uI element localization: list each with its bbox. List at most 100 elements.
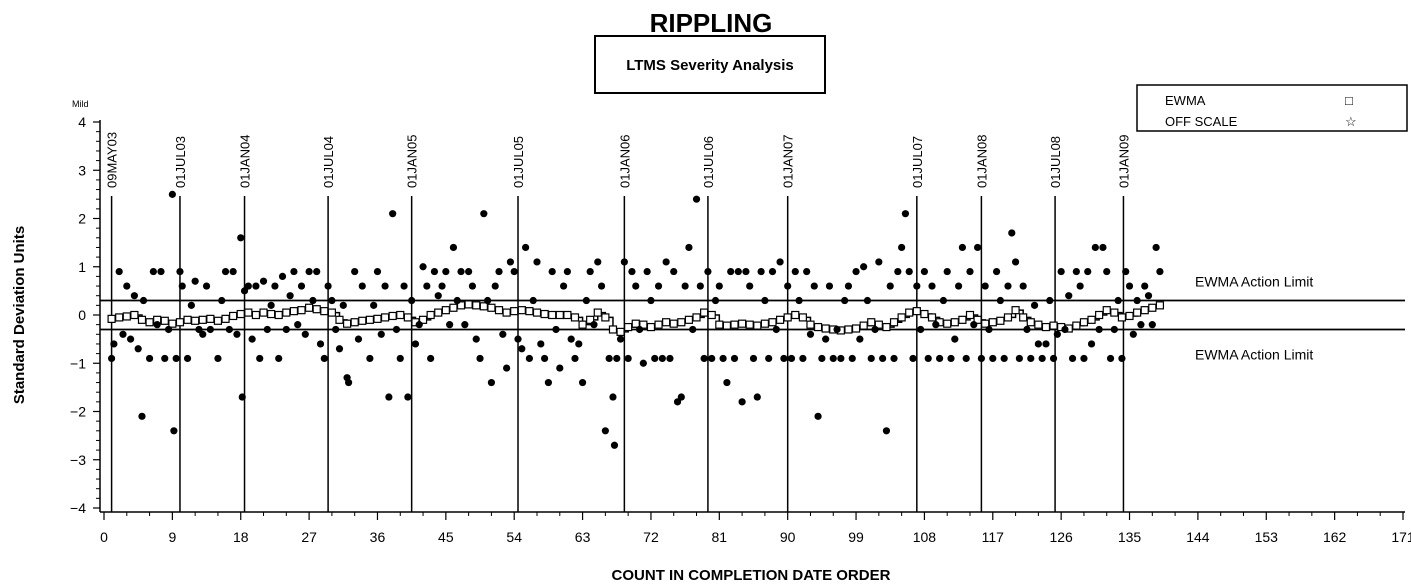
result-point [749,354,758,363]
result-point [404,393,412,401]
result-point [768,267,777,276]
result-point [1061,325,1069,334]
ewma-point [335,315,344,324]
result-point [977,354,985,363]
result-point [973,243,982,252]
result-point [1076,282,1084,290]
ewma-point [867,318,876,327]
result-point [708,354,716,363]
result-point [833,325,841,334]
ewma-point [510,307,519,316]
result-point [161,354,169,363]
result-point [890,354,898,363]
result-point [199,330,207,338]
ewma-point [753,321,762,330]
result-point [920,267,929,276]
result-point [662,258,670,266]
result-point [130,292,138,300]
ewma-point [570,313,580,322]
ewma-point [1034,320,1043,329]
result-point [457,267,465,276]
result-point [354,335,363,343]
result-point [339,301,347,309]
result-point [673,398,682,406]
ewma-point [738,319,747,328]
result-point [238,393,246,401]
ewma-point [981,319,990,328]
result-point [400,282,408,290]
result-point [1034,340,1042,348]
result-point [480,210,488,218]
ewma-point [586,315,595,324]
ewma-point [183,315,192,324]
result-point [294,321,302,329]
result-point [476,354,484,363]
ewma-point [449,303,458,312]
result-point [351,267,359,276]
ewma-point [806,320,815,329]
result-point [844,282,853,290]
result-point [358,282,366,290]
result-point [126,335,135,343]
y-tick-label: −1 [70,355,86,371]
result-point [780,354,788,363]
result-point [860,263,868,271]
ewma-point [426,310,435,320]
result-point [803,267,811,276]
result-point [742,267,750,276]
result-point [377,330,385,338]
ewma-point [282,308,291,317]
result-point [1152,243,1160,252]
result-point [320,354,328,363]
result-point [525,354,534,363]
result-point [134,345,142,353]
result-point [191,277,199,285]
result-point [791,267,799,276]
result-point [1133,296,1141,305]
result-point [909,354,917,363]
legend-box [1136,84,1408,132]
result-point [221,267,230,276]
result-point [110,340,118,348]
action-limits: EWMA Action Limit EWMA Action Limit [100,274,1405,362]
ewma-point [798,313,807,322]
result-point [894,267,902,276]
ewma-point [608,325,618,334]
result-point [1099,243,1107,252]
result-point [981,282,989,290]
result-point [616,335,625,343]
ewma-point [1087,315,1096,324]
ewma-point [137,315,147,324]
x-tick-label: 81 [712,529,728,545]
x-tick-label: 108 [913,529,937,545]
ewma-point [403,313,412,322]
result-point [647,296,655,305]
x-tick-label: 18 [233,529,249,545]
date-marker-label: 01JAN08 [974,135,989,188]
ewma-point [555,310,564,320]
result-point [639,359,647,367]
result-point [278,272,287,280]
ewma-point [213,316,223,325]
ewma-point [707,310,716,320]
result-point [427,354,435,363]
result-point [309,296,317,305]
ewma-point [327,308,336,317]
ewma-point [851,324,861,333]
result-point [1068,354,1077,363]
result-point [613,354,621,363]
ewma-point [388,311,397,321]
result-point [449,243,458,252]
result-point [423,282,431,290]
result-point [715,282,723,290]
x-axis-label: COUNT IN COMPLETION DATE ORDER [612,567,891,584]
x-tick-label: 27 [301,529,317,545]
result-point [1027,354,1035,363]
ewma-point [373,314,382,323]
result-point [256,354,264,363]
result-point [810,282,818,290]
result-point [164,325,173,334]
result-point [1065,292,1073,300]
ewma-point [791,310,800,320]
